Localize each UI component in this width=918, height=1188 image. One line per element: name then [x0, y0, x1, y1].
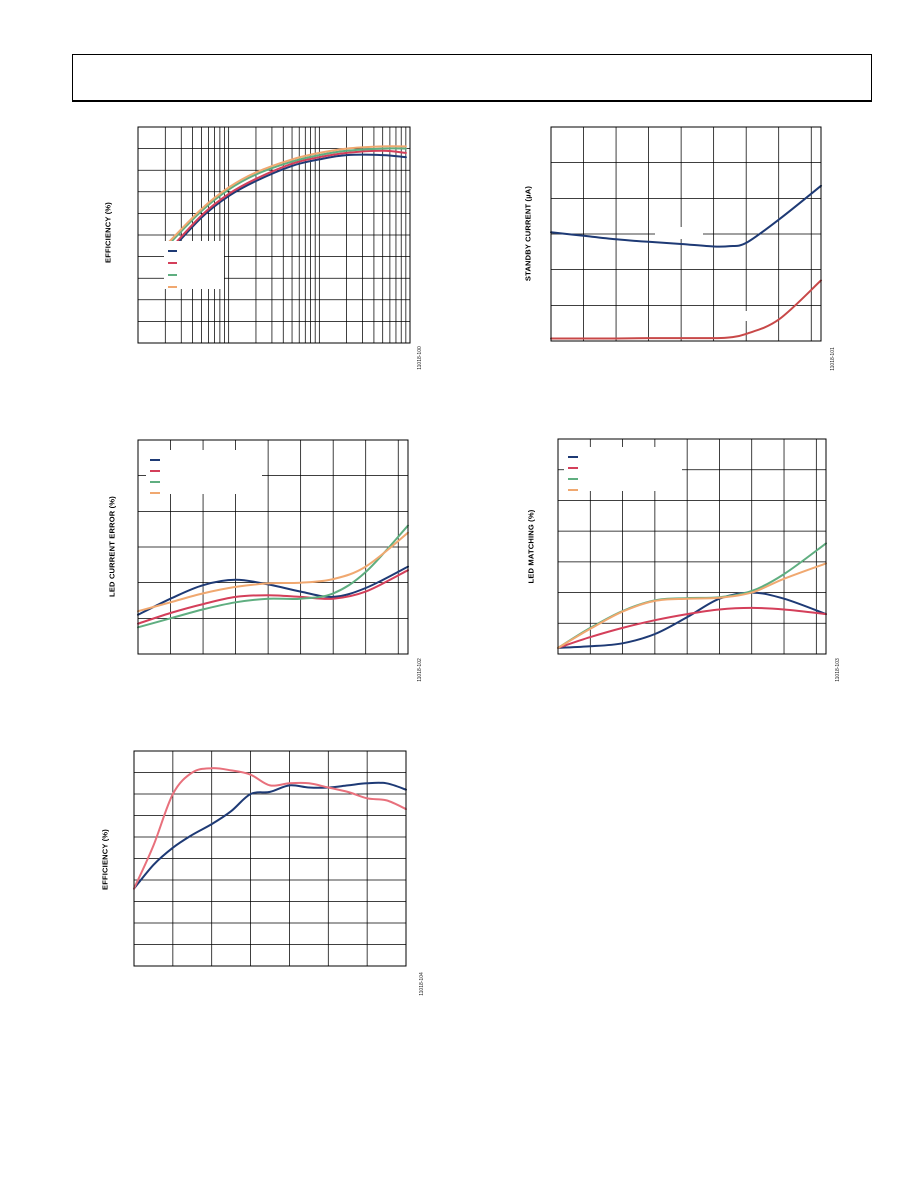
chart5-ylabel: EFFICIENCY (%)	[100, 829, 110, 890]
annotation-mask	[737, 311, 761, 321]
series-line-2	[557, 606, 827, 649]
series-line-4	[164, 145, 407, 247]
page-header-box	[72, 54, 872, 102]
chart1-ylabel: EFFICIENCY (%)	[103, 202, 113, 263]
chart3-figure-id: 11018-102	[417, 658, 423, 682]
chart3-ylabel: LED CURRENT ERROR (%)	[107, 496, 117, 597]
plot-frame	[137, 126, 411, 344]
legend-box	[146, 450, 262, 494]
chart1-figure-id: 11018-100	[417, 346, 423, 370]
plot-frame	[133, 750, 407, 967]
series-line-1	[133, 781, 407, 890]
series-line-2	[550, 279, 822, 340]
legend-box	[564, 447, 682, 491]
chart4-ylabel: LED MATCHING (%)	[526, 509, 536, 584]
efficiency-vs-load-chart	[137, 126, 411, 344]
series-line-2	[137, 569, 409, 625]
series-line-1	[557, 591, 827, 649]
plot-frame	[137, 439, 409, 655]
series-line-4	[137, 531, 409, 613]
legend-box	[164, 241, 224, 289]
series-line-2	[164, 149, 407, 256]
series-line-4	[557, 562, 827, 649]
series-line-3	[137, 524, 409, 629]
annotation-mask	[655, 227, 703, 239]
series-line-2	[133, 767, 407, 890]
chart4-figure-id: 11018-103	[835, 658, 841, 682]
plot-frame	[557, 438, 827, 655]
series-line-3	[557, 542, 827, 649]
plot-frame	[550, 126, 822, 342]
chart5-figure-id: 11018-104	[419, 972, 425, 996]
led-matching-chart	[557, 438, 827, 655]
efficiency-vs-vin-chart	[133, 750, 407, 967]
led-current-error-chart	[137, 439, 409, 655]
chart2-figure-id: 11018-101	[830, 347, 836, 371]
standby-current-chart	[550, 126, 822, 342]
series-line-1	[164, 153, 407, 258]
series-line-3	[164, 147, 407, 249]
series-line-1	[550, 184, 822, 248]
chart2-ylabel: STANDBY CURRENT (µA)	[523, 185, 533, 282]
